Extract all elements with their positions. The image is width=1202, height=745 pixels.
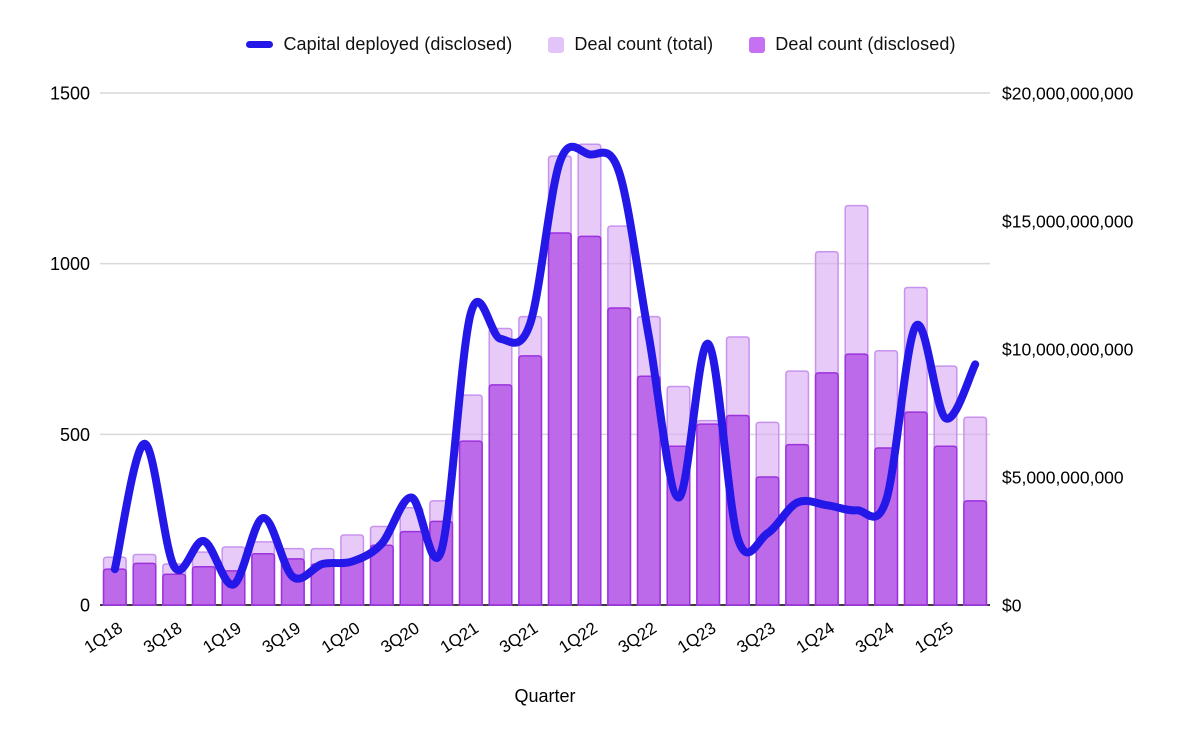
bar-deal-count-disclosed[interactable] [488, 384, 513, 606]
bar-deal-count-disclosed[interactable] [933, 445, 958, 606]
x-axis-tick-label: 1Q22 [555, 618, 600, 657]
x-axis-tick-label: 3Q20 [377, 618, 422, 657]
x-axis-tick-label: 1Q19 [199, 618, 244, 657]
bar-deal-count-disclosed[interactable] [458, 440, 483, 606]
x-axis-tick-label: 1Q20 [318, 618, 363, 657]
x-axis-tick-label: 3Q22 [615, 618, 660, 657]
legend-label-capital-deployed: Capital deployed (disclosed) [283, 34, 513, 54]
bar-disclosed-swatch-icon [749, 36, 766, 53]
legend-item-deal-count-disclosed[interactable]: Deal count (disclosed) [749, 34, 955, 55]
left-axis-tick-label: 500 [60, 425, 90, 445]
bar-deal-count-disclosed[interactable] [814, 372, 839, 606]
right-axis-tick-label: $0 [1002, 596, 1022, 616]
right-axis-tick-label: $10,000,000,000 [1002, 340, 1134, 360]
x-axis-tick-label: 3Q23 [733, 618, 778, 657]
right-axis-tick-label: $20,000,000,000 [1002, 84, 1134, 104]
bar-deal-count-disclosed[interactable] [251, 553, 276, 606]
bar-deal-count-disclosed[interactable] [547, 232, 572, 606]
x-axis-title: Quarter [514, 686, 576, 706]
right-axis-tick-label: $15,000,000,000 [1002, 212, 1134, 232]
legend-label-deal-count-total: Deal count (total) [574, 34, 714, 54]
legend-item-capital-deployed[interactable]: Capital deployed (disclosed) [246, 34, 512, 55]
bar-deal-count-disclosed[interactable] [755, 476, 780, 606]
x-axis-tick-label: 1Q25 [911, 618, 956, 657]
bar-deal-count-disclosed[interactable] [607, 307, 632, 606]
bar-deal-count-disclosed[interactable] [725, 414, 750, 606]
bar-total-swatch-icon [548, 36, 565, 53]
bar-deal-count-disclosed[interactable] [844, 353, 869, 606]
right-axis-tick-label: $5,000,000,000 [1002, 468, 1124, 488]
x-axis-tick-label: 3Q19 [259, 618, 304, 657]
bar-deal-count-disclosed[interactable] [191, 566, 216, 606]
x-axis-tick-label: 3Q21 [496, 618, 541, 657]
bar-deal-count-disclosed[interactable] [369, 544, 394, 606]
x-axis-tick-label: 3Q24 [852, 618, 897, 657]
left-axis-tick-label: 1500 [50, 84, 90, 104]
bar-deal-count-disclosed[interactable] [903, 411, 928, 606]
bar-deal-count-disclosed[interactable] [785, 443, 810, 606]
bar-deal-count-disclosed[interactable] [518, 355, 543, 606]
bar-deal-count-disclosed[interactable] [132, 562, 157, 606]
x-axis-tick-label: 1Q24 [793, 618, 838, 657]
x-axis-tick-label: 1Q23 [674, 618, 719, 657]
left-axis-tick-label: 1000 [50, 254, 90, 274]
bar-deal-count-disclosed[interactable] [399, 530, 424, 606]
left-axis-tick-label: 0 [80, 596, 90, 616]
x-axis-tick-label: 1Q21 [437, 618, 482, 657]
bar-deal-count-disclosed[interactable] [963, 500, 988, 606]
capital-deployed-line[interactable] [110, 142, 980, 589]
legend-item-deal-count-total[interactable]: Deal count (total) [548, 34, 713, 55]
chart-legend: Capital deployed (disclosed) Deal count … [0, 34, 1202, 55]
legend-label-deal-count-disclosed: Deal count (disclosed) [775, 34, 956, 54]
line-series-swatch-icon [246, 41, 274, 48]
bar-deal-count-disclosed[interactable] [577, 235, 602, 606]
x-axis-tick-label: 1Q18 [81, 618, 126, 657]
bar-deal-count-disclosed[interactable] [102, 568, 127, 606]
x-axis-tick-label: 3Q18 [140, 618, 185, 657]
bar-deal-count-disclosed[interactable] [696, 423, 721, 606]
bar-deal-count-disclosed[interactable] [162, 573, 187, 606]
